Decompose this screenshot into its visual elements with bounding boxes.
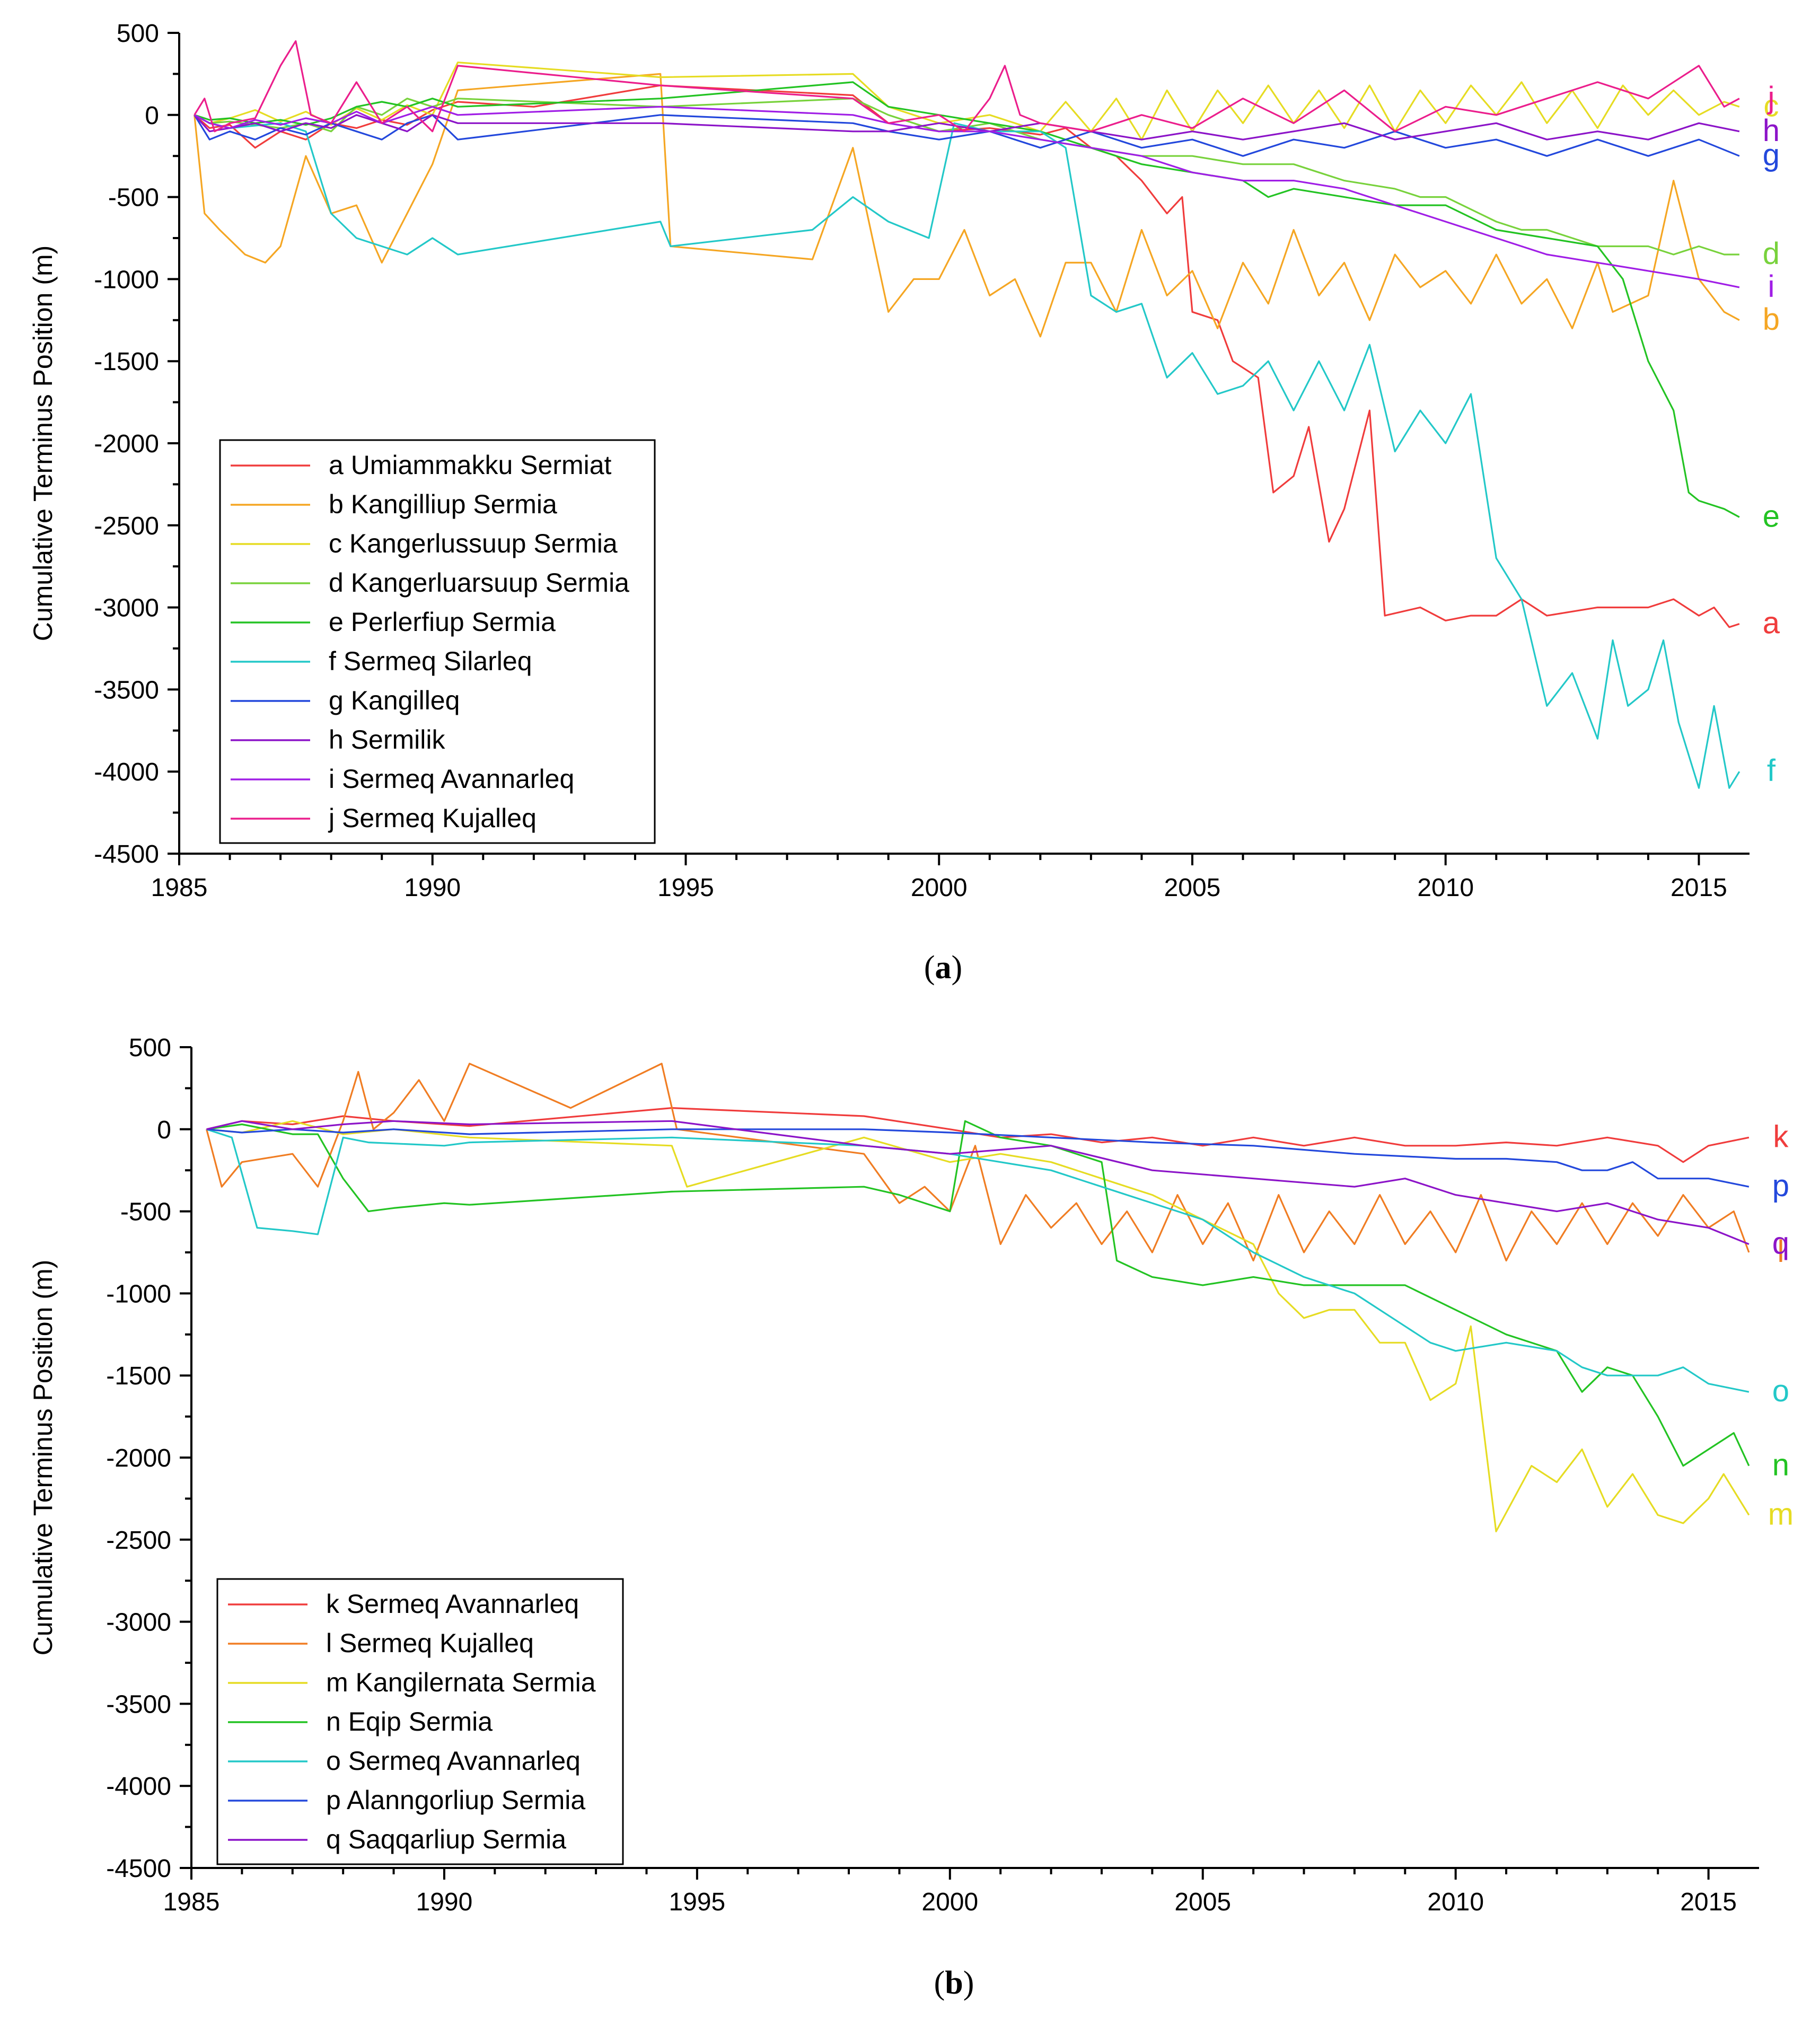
series-end-label-k: k <box>1773 1119 1789 1154</box>
y-tick-label: -4000 <box>94 758 159 786</box>
series-end-label-a: a <box>1763 606 1780 641</box>
y-tick-label: 500 <box>129 1034 171 1062</box>
legend-entry-c: c Kangerlussuup Sermia <box>329 529 618 558</box>
series-end-label-h: h <box>1763 113 1780 148</box>
legend-entry-h: h Sermilik <box>329 725 445 755</box>
y-tick-label: -1500 <box>94 348 159 376</box>
series-end-label-e: e <box>1763 499 1780 533</box>
x-tick-label: 2015 <box>1671 874 1727 902</box>
legend-entry-p: p Alanngorliup Sermia <box>326 1785 585 1815</box>
y-tick-label: -3500 <box>94 676 159 704</box>
series-line-b <box>194 73 1740 338</box>
legend-entry-m: m Kangilernata Sermia <box>326 1668 596 1697</box>
caption-letter: b <box>945 1965 963 2001</box>
y-tick-label: -1000 <box>106 1280 171 1308</box>
legend-entry-f: f Sermeq Silarleq <box>329 646 532 676</box>
legend-entry-a: a Umiammakku Sermiat <box>329 450 612 480</box>
y-tick-label: 0 <box>145 102 159 130</box>
y-tick-label: -4000 <box>106 1773 171 1801</box>
legend-entry-o: o Sermeq Avannarleq <box>326 1746 581 1776</box>
x-tick-label: 1995 <box>657 874 714 902</box>
y-tick-label: 500 <box>117 20 159 48</box>
panel-caption: (a) <box>924 950 962 986</box>
x-tick-label: 2010 <box>1427 1888 1484 1916</box>
y-tick-label: -500 <box>108 184 159 212</box>
x-tick-label: 2005 <box>1174 1888 1231 1916</box>
x-tick-label: 1990 <box>404 874 461 902</box>
y-tick-label: -1000 <box>94 266 159 294</box>
panel-caption: (b) <box>934 1965 974 2001</box>
legend-entry-e: e Perlerfiup Sermia <box>329 607 556 637</box>
x-tick-label: 2000 <box>921 1888 978 1916</box>
y-axis-label: Cumulative Terminus Position (m) <box>28 245 58 642</box>
x-tick-label: 2015 <box>1680 1888 1737 1916</box>
x-tick-label: 1995 <box>669 1888 725 1916</box>
series-end-label-o: o <box>1772 1374 1789 1408</box>
series-end-label-g: g <box>1763 138 1780 172</box>
legend-entry-d: d Kangerluarsuup Sermia <box>329 568 629 598</box>
series-end-label-q: q <box>1772 1226 1789 1261</box>
panel-a-chart: 500 0 -500 -1000 -1500 -2000 -2500 -3000 -3500 -4… <box>28 20 1780 986</box>
series-line-h <box>194 114 1740 141</box>
series-line-p <box>206 1128 1750 1188</box>
series-end-label-p: p <box>1772 1169 1789 1203</box>
legend-entry-q: q Saqqarliup Sermia <box>326 1824 566 1854</box>
series-line-o <box>206 1128 1750 1393</box>
series-line-q <box>206 1120 1750 1245</box>
panel-b-chart: 500 0 -500 -1000 -1500 -2000 -2500 -3000 -3500 -4… <box>28 1034 1794 2001</box>
series-end-label-i: i <box>1768 269 1774 304</box>
x-tick-label: 2010 <box>1417 874 1474 902</box>
series-end-label-n: n <box>1772 1448 1789 1482</box>
series-end-label-f: f <box>1767 753 1776 788</box>
y-tick-label: -2500 <box>106 1527 171 1555</box>
caption-paren-open: ( <box>934 1965 945 2001</box>
y-tick-label: -3000 <box>106 1609 171 1637</box>
series-end-label-d: d <box>1763 236 1780 271</box>
series-line-g <box>194 114 1740 157</box>
caption-paren-close: ) <box>952 950 963 986</box>
y-tick-label: 0 <box>157 1116 171 1144</box>
series-end-label-m: m <box>1768 1497 1794 1531</box>
legend-entry-l: l Sermeq Kujalleq <box>326 1628 534 1658</box>
x-tick-label: 1990 <box>416 1888 473 1916</box>
y-tick-label: -2000 <box>94 430 159 458</box>
legend-entry-k: k Sermeq Avannarleq <box>326 1589 579 1619</box>
y-tick-label: -4500 <box>94 840 159 869</box>
y-tick-label: -2000 <box>106 1444 171 1472</box>
legend-box <box>219 439 656 844</box>
series-end-label-c: c <box>1763 89 1779 123</box>
series-line-c <box>194 62 1740 141</box>
y-tick-label: -500 <box>120 1198 171 1226</box>
series-line-i <box>194 106 1740 288</box>
series-line-m <box>206 1120 1750 1532</box>
series-end-label-l: l <box>1777 1234 1784 1269</box>
legend-entry-j: j Sermeq Kujalleq <box>328 803 537 833</box>
legend-entry-n: n Eqip Sermia <box>326 1707 493 1736</box>
legend-entry-i: i Sermeq Avannarleq <box>329 764 574 794</box>
caption-letter: a <box>935 950 952 986</box>
caption-paren-open: ( <box>924 950 935 986</box>
series-line-n <box>206 1120 1750 1467</box>
y-tick-label: -2500 <box>94 512 159 540</box>
caption-paren-close: ) <box>963 1965 974 2001</box>
series-line-f <box>194 114 1741 789</box>
y-tick-label: -3000 <box>94 594 159 622</box>
y-tick-label: -3500 <box>106 1690 171 1718</box>
legend-entry-g: g Kangilleq <box>329 686 460 715</box>
series-line-j <box>194 40 1740 133</box>
x-tick-label: 1985 <box>163 1888 220 1916</box>
y-axis-label: Cumulative Terminus Position (m) <box>28 1260 58 1656</box>
x-tick-label: 1985 <box>151 874 208 902</box>
series-line-l <box>206 1063 1750 1262</box>
legend-entry-b: b Kangilliup Sermia <box>329 489 557 519</box>
x-tick-label: 2000 <box>911 874 968 902</box>
series-end-label-j: j <box>1766 81 1774 115</box>
y-tick-label: -4500 <box>106 1855 171 1883</box>
series-end-label-b: b <box>1763 302 1780 337</box>
y-tick-label: -1500 <box>106 1362 171 1390</box>
x-tick-label: 2005 <box>1164 874 1221 902</box>
